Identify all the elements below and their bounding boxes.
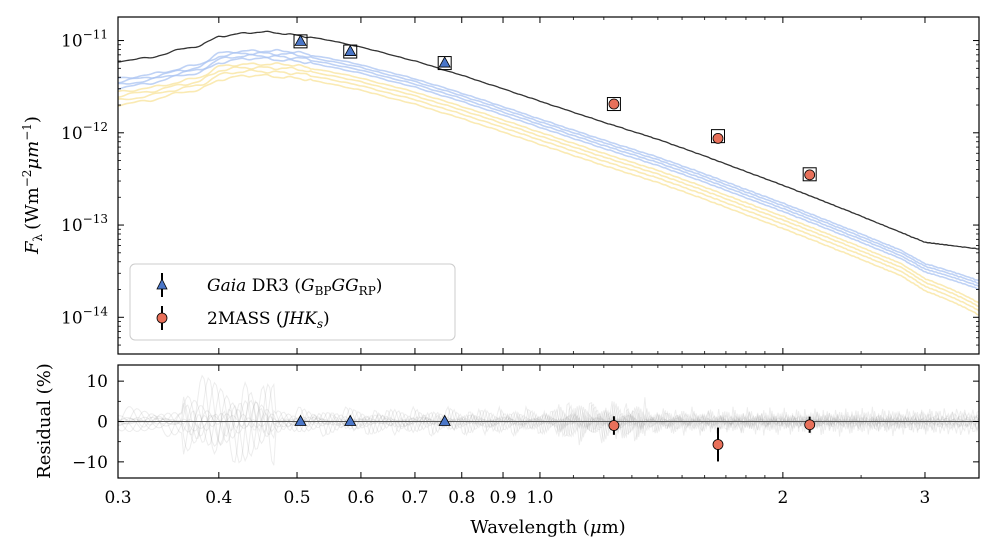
synthetic-photometry-squares	[293, 34, 817, 182]
residual-y-axis-label: Residual (%)	[34, 363, 55, 479]
x-axis-label: Wavelength (μm)	[470, 517, 625, 538]
best-fit-model-curve	[118, 30, 979, 250]
gaia-residual-point-3	[438, 414, 451, 426]
blue-model-curve-3	[118, 51, 979, 285]
residual-points	[294, 414, 816, 462]
legend-2mass-label: 2MASS (JHKs)	[207, 309, 330, 331]
sed-y-tick-label: 10−13	[61, 212, 108, 236]
residual-spread-line-5	[118, 395, 979, 447]
legend: Gaia DR3 (GBPGGRP) 2MASS (JHKs)	[129, 263, 456, 341]
best-fit-model-line	[118, 30, 979, 250]
residual-spread-line-4	[118, 399, 979, 444]
residual-spread-line-2	[118, 409, 979, 434]
gaia-residual-point-1	[294, 414, 307, 426]
x-tick-label-0.6: 0.6	[347, 488, 374, 508]
blue-model-curves	[118, 48, 979, 290]
legend-box	[129, 263, 456, 341]
sed-y-tick-label: 10−12	[61, 120, 108, 144]
synthetic-phot-square-4	[606, 97, 621, 112]
x-tick-label-0.3: 0.3	[104, 488, 131, 508]
residual-spread-line-7	[118, 387, 979, 458]
synthetic-phot-square-6	[802, 167, 817, 182]
x-tick-label-0.7: 0.7	[401, 488, 428, 508]
sed-y-tick-label: 10−14	[61, 304, 108, 328]
residual-axis-ticks: 0.3 0.4 0.5 0.6 0.7 0.8 0.9 1.0 2 3 10 0 −10	[72, 365, 980, 508]
blue-model-curve-4	[118, 48, 979, 282]
gaia-point-2	[344, 44, 357, 56]
blue-model-curve-2	[118, 53, 979, 288]
x-tick-label-0.5: 0.5	[284, 488, 311, 508]
yellow-model-curve-4	[118, 62, 979, 304]
legend-2mass-marker	[156, 306, 168, 330]
sed-panel-frame	[117, 16, 980, 355]
x-tick-label-3: 3	[920, 488, 931, 508]
x-tick-label-0.9: 0.9	[490, 488, 517, 508]
yellow-model-curve-1	[118, 73, 979, 316]
gaia-point-1	[294, 34, 307, 46]
sed-panel: 10−11 10−12 10−13 10−14	[61, 16, 980, 355]
x-tick-label-0.8: 0.8	[448, 488, 475, 508]
residual-spread-line-6	[118, 394, 979, 450]
yellow-model-curves	[118, 62, 979, 316]
blue-model-curve-1	[118, 56, 979, 290]
tmass-point-2	[712, 132, 724, 144]
tmass-residual-point-1	[608, 420, 620, 431]
legend-gaia-marker	[156, 273, 168, 297]
residual-panel: 0.3 0.4 0.5 0.6 0.7 0.8 0.9 1.0 2 3 10 0 −10	[72, 364, 980, 508]
gaia-residual-point-2	[344, 414, 357, 426]
observed-photometry-points	[294, 34, 816, 181]
residual-y-tick-label: −10	[72, 453, 108, 473]
yellow-model-curve-3	[118, 65, 979, 308]
tmass-residual-point-3	[804, 419, 816, 431]
legend-gaia-label: Gaia DR3 (GBPGGRP)	[207, 276, 382, 298]
x-tick-label-2: 2	[777, 488, 788, 508]
residual-spread-line-8	[118, 381, 979, 463]
yellow-model-curve-2	[118, 69, 979, 312]
tmass-point-3	[804, 169, 816, 181]
residual-model-spread	[118, 374, 979, 466]
residual-y-tick-label: 0	[97, 413, 108, 433]
residual-y-tick-label: 10	[86, 372, 108, 392]
x-tick-label-1.0: 1.0	[526, 488, 553, 508]
sed-axis-ticks: 10−11 10−12 10−13 10−14	[61, 17, 980, 355]
gaia-point-3	[438, 56, 451, 68]
tmass-point-1	[608, 98, 620, 110]
sed-y-tick-label: 10−11	[61, 28, 108, 52]
x-tick-label-0.4: 0.4	[205, 488, 232, 508]
tmass-residual-point-2	[712, 439, 724, 450]
sed-y-axis-label: Fλ(Wm−2μm−1)	[20, 116, 45, 255]
